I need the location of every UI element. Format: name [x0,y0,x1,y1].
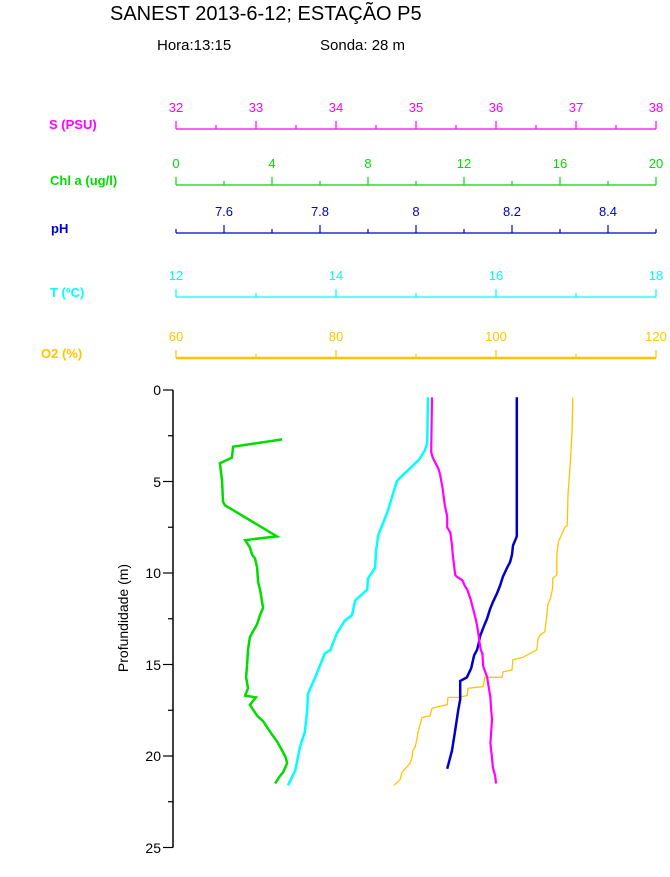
series-chl-line [218,438,289,785]
axis-label-salinity: S (PSU) [49,117,97,132]
axis-label-ph: pH [51,221,69,236]
axis-label-temperature: T (ºC) [50,285,85,300]
series-ph-line [445,397,519,770]
axis-label-chlorophyll: Chl a (ug/l) [50,173,118,188]
time-label: Hora:13:15 [157,37,232,54]
series-s-line [430,397,498,784]
series-o2-line [393,397,574,786]
axis-label-oxygen: O2 (%) [41,346,83,361]
sounding-depth-label: Sonda: 28 m [320,37,406,54]
chart-title: SANEST 2013-6-12; ESTAÇÃO P5 [110,3,422,25]
series-t-line [286,397,430,786]
